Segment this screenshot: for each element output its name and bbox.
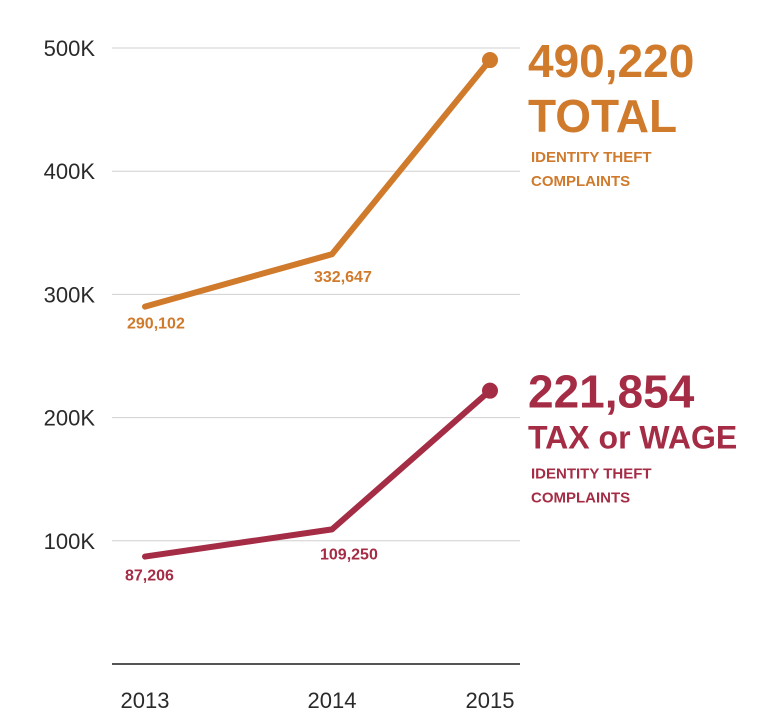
callout-line: IDENTITY THEFT: [531, 466, 652, 483]
y-tick-label: 400K: [44, 159, 96, 184]
data-point: [482, 52, 498, 69]
y-tick-label: 100K: [44, 529, 96, 554]
y-axis-ticks: 100K 200K 300K 400K 500K: [44, 36, 96, 554]
callout-line: COMPLAINTS: [531, 173, 630, 190]
data-label: 87,206: [125, 568, 174, 585]
data-point: [482, 382, 498, 399]
callout-title: TOTAL: [528, 90, 677, 142]
data-label: 109,250: [320, 546, 378, 563]
data-label: 332,647: [314, 269, 372, 286]
series-line: [142, 387, 493, 560]
callout-line: IDENTITY THEFT: [531, 149, 652, 166]
x-tick-label: 2015: [466, 688, 515, 713]
gridlines: [112, 47, 520, 542]
callout-line: COMPLAINTS: [531, 490, 630, 507]
x-tick-label: 2013: [121, 688, 170, 713]
x-axis-ticks: 2013 2014 2015: [121, 688, 515, 713]
y-tick-label: 200K: [44, 406, 96, 431]
x-tick-label: 2014: [308, 688, 357, 713]
y-tick-label: 300K: [44, 282, 96, 307]
callout-title: TAX or WAGE: [528, 420, 737, 456]
callout-value: 221,854: [528, 366, 695, 418]
callout-value: 490,220: [528, 35, 694, 87]
data-label: 290,102: [127, 316, 185, 333]
y-tick-label: 500K: [44, 36, 96, 61]
